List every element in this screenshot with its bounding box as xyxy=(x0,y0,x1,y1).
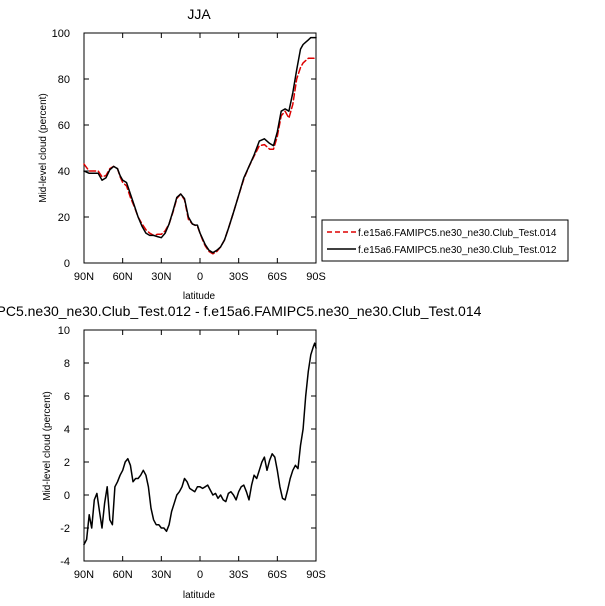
top-series-line-1 xyxy=(83,57,317,255)
top-series-line-2 xyxy=(83,36,317,254)
bottom-y-tick-label: 6 xyxy=(64,391,70,403)
bottom-y-axis-label: Mid-level cloud (percent) xyxy=(42,391,53,501)
bottom-y-tick-label: 8 xyxy=(64,358,70,370)
bottom-x-tick-label: 0 xyxy=(197,569,203,581)
top-x-tick-label: 60S xyxy=(268,271,288,283)
bottom-x-axis: 90N 60N 30N 0 30S 60S 90S xyxy=(74,330,326,581)
bottom-x-tick-label: 30N xyxy=(151,569,171,581)
bottom-x-tick-label: 30S xyxy=(229,569,249,581)
top-x-tick-label: 30S xyxy=(229,271,249,283)
bottom-y-tick-label: 10 xyxy=(58,325,70,337)
bottom-panel: IPC5.ne30_ne30.Club_Test.012 - f.e15a6.F… xyxy=(0,303,482,601)
bottom-y-tick-label: -2 xyxy=(60,523,70,535)
bottom-y-tick-label: 0 xyxy=(64,490,70,502)
bottom-chart-title: IPC5.ne30_ne30.Club_Test.012 - f.e15a6.F… xyxy=(0,303,482,319)
top-series-group xyxy=(83,36,317,255)
top-y-tick-label: 80 xyxy=(58,74,70,86)
legend-box xyxy=(321,219,569,262)
bottom-x-tick-label: 60S xyxy=(268,569,288,581)
top-y-tick-label: 60 xyxy=(58,120,70,132)
legend-label-series-1: f.e15a6.FAMIPC5.ne30_ne30.Club_Test.014 xyxy=(358,228,557,239)
top-x-axis: 90N 60N 30N 0 30S 60S 90S xyxy=(74,33,326,283)
top-y-tick-label: 40 xyxy=(58,166,70,178)
bottom-y-tick-label: 4 xyxy=(64,424,70,436)
bottom-x-tick-label: 90S xyxy=(306,569,326,581)
top-x-tick-label: 90S xyxy=(306,271,326,283)
top-plot-frame xyxy=(83,32,317,264)
top-x-tick-label: 90N xyxy=(74,271,94,283)
top-y-axis-label: Mid-level cloud (percent) xyxy=(38,93,49,203)
top-x-tick-label: 30N xyxy=(151,271,171,283)
legend: f.e15a6.FAMIPC5.ne30_ne30.Club_Test.014 … xyxy=(321,219,569,262)
legend-label-series-2: f.e15a6.FAMIPC5.ne30_ne30.Club_Test.012 xyxy=(358,245,557,256)
top-x-tick-label: 60N xyxy=(113,271,133,283)
bottom-y-tick-label: -4 xyxy=(60,556,70,568)
top-y-axis: 0 20 40 60 80 100 xyxy=(52,28,316,270)
top-chart-title: JJA xyxy=(187,6,211,22)
bottom-series-group xyxy=(83,342,317,546)
top-panel: JJA 0 20 40 60 80 100 90N 60N 30N 0 30S 60S 90S lat… xyxy=(38,6,326,302)
bottom-x-tick-label: 90N xyxy=(74,569,94,581)
bottom-y-tick-label: 2 xyxy=(64,457,70,469)
top-x-tick-label: 0 xyxy=(197,271,203,283)
top-x-axis-label: latitude xyxy=(183,291,216,302)
top-y-tick-label: 20 xyxy=(58,212,70,224)
bottom-plot-frame xyxy=(83,329,317,562)
top-y-tick-label: 100 xyxy=(52,28,70,40)
bottom-x-axis-label: latitude xyxy=(183,590,216,601)
bottom-x-tick-label: 60N xyxy=(113,569,133,581)
top-y-tick-label: 0 xyxy=(64,258,70,270)
bottom-y-axis: -4 -2 0 2 4 6 8 10 xyxy=(58,325,316,568)
bottom-series-line-1 xyxy=(83,342,317,546)
